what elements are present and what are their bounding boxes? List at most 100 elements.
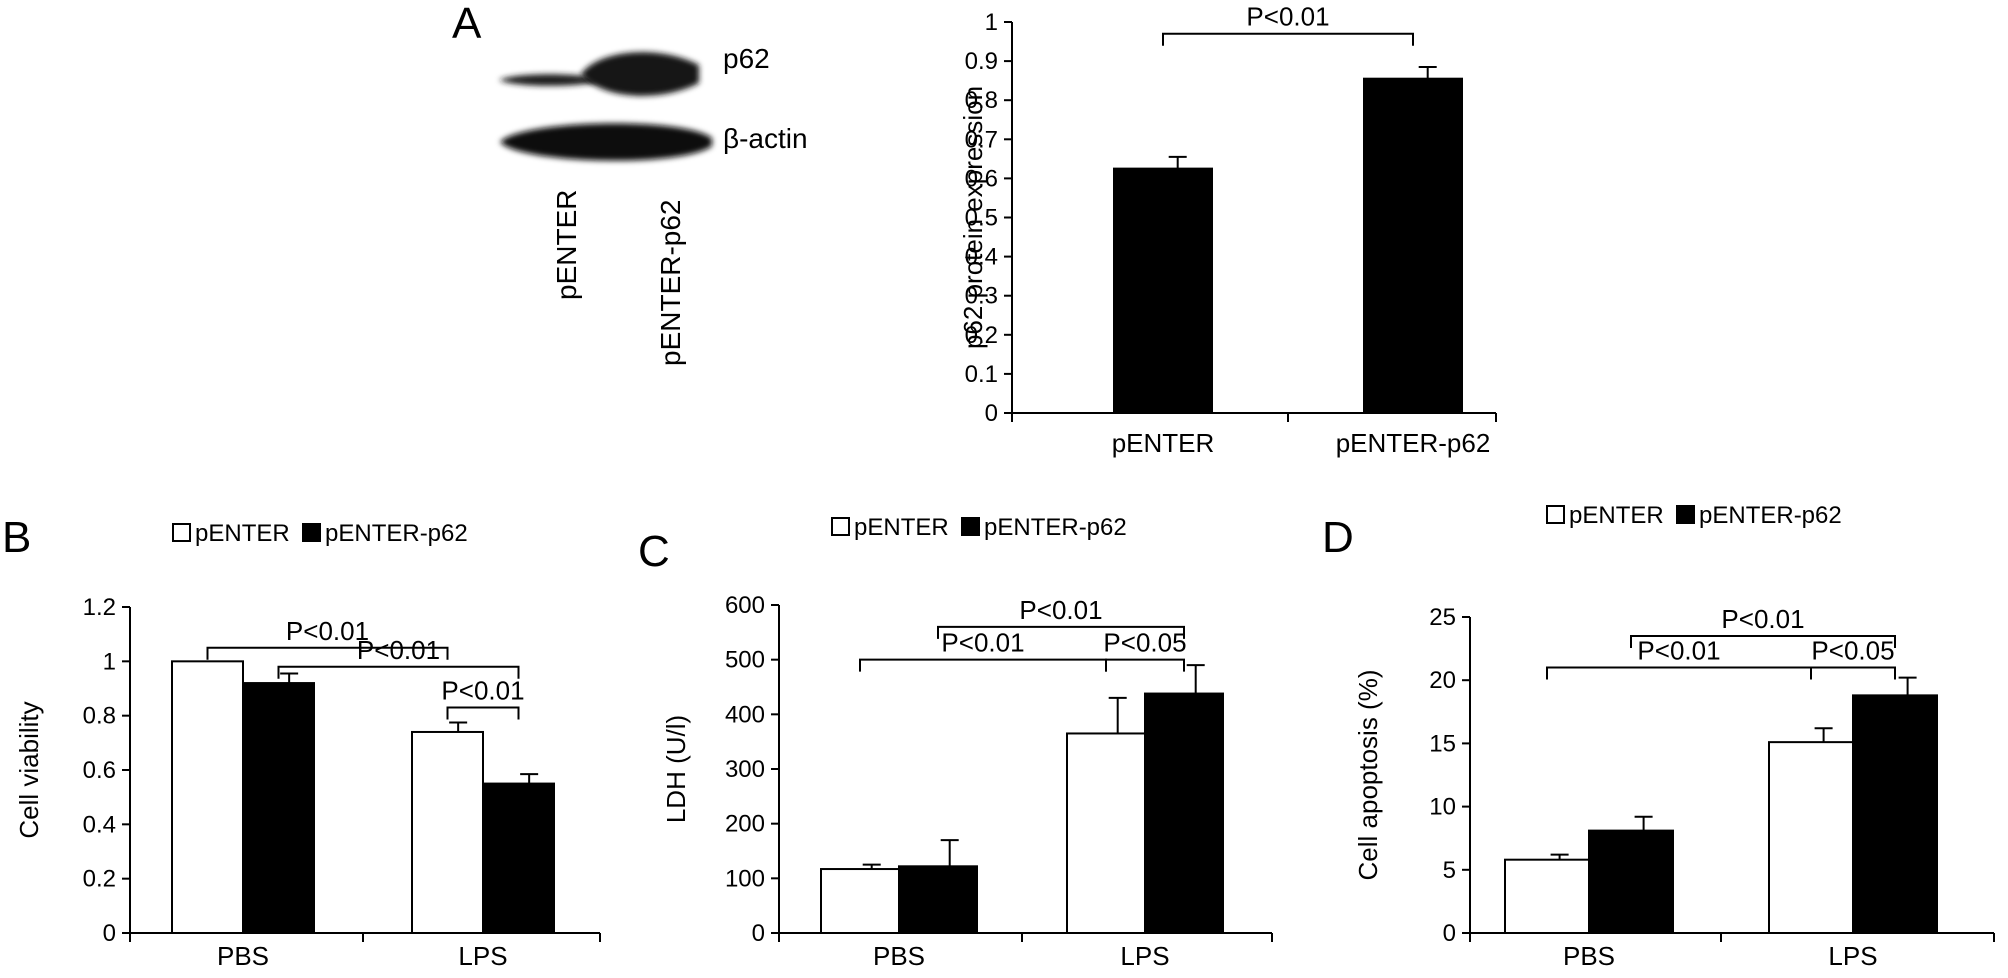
p-value-label: P<0.01: [1721, 604, 1804, 634]
legend-swatch: [302, 523, 321, 542]
p-value-label: P<0.01: [1019, 595, 1102, 625]
y-tick-label: 0.3: [965, 283, 998, 310]
bar-pbs-s0: [820, 868, 900, 934]
y-tick-label: 20: [1429, 667, 1456, 694]
y-tick-label: 0.9: [965, 48, 998, 75]
y-tick-label: 5: [1443, 857, 1456, 884]
y-tick-label: 0: [1443, 920, 1456, 947]
y-tick-label: 100: [725, 865, 765, 892]
bar-lps-s0: [1768, 741, 1854, 934]
y-tick-label: 0.8: [965, 87, 998, 114]
legend-swatch: [172, 523, 191, 542]
legend-label: pENTER: [854, 514, 949, 541]
category-label: LPS: [1120, 941, 1169, 971]
y-tick-label: 0.7: [965, 126, 998, 153]
y-tick-label: 0.6: [965, 165, 998, 192]
category-label: PBS: [217, 941, 269, 971]
panel-letter-c: C: [638, 527, 670, 576]
legend-swatch: [961, 517, 980, 536]
category-label: LPS: [458, 941, 507, 971]
significance-bracket: P<0.01: [1630, 604, 1896, 648]
p-value-label: P<0.01: [357, 635, 440, 665]
legend: pENTER pENTER-p62: [172, 520, 468, 547]
y-tick-label: 400: [725, 701, 765, 728]
chart-a: 0 0.1 0.2 0.3 0.4 0.5 0.6 0.7 0.8 0.9 1 p62 protein…: [958, 2, 1497, 458]
y-tick-label: 0.8: [83, 703, 116, 730]
category-label: pENTER-p62: [1336, 428, 1491, 458]
significance-bracket: P<0.01: [1162, 2, 1414, 46]
significance-bracket: P<0.05: [1810, 636, 1896, 680]
y-tick-label: 600: [725, 592, 765, 619]
p-value-label: P<0.01: [1637, 636, 1720, 666]
significance-bracket: P<0.01: [1546, 636, 1812, 680]
y-axis-label: p62 protein expression: [958, 86, 988, 349]
legend-swatch: [1546, 505, 1565, 524]
category-label: PBS: [873, 941, 925, 971]
p-value-label: P<0.01: [441, 676, 524, 706]
bar-lps-s1: [1852, 694, 1938, 934]
y-tick-label: 0.2: [83, 866, 116, 893]
y-tick-label: 1: [103, 648, 116, 675]
category-label: pENTER: [1112, 428, 1215, 458]
bar-lps-s0: [1066, 732, 1146, 935]
bracket-line: [446, 706, 520, 720]
bar-pbs-s1: [242, 682, 315, 934]
y-tick-label: 0.4: [965, 244, 998, 271]
y-tick-label: 0.5: [965, 205, 998, 232]
bar-pbs-s0: [1504, 858, 1590, 934]
chart-d: 0 5 10 15 20 25 Cell apoptosis (%) PBS LPS P<0.01…: [1353, 502, 1995, 971]
y-tick-label: 0.1: [965, 361, 998, 388]
lane-label-pentr: pENTER: [551, 190, 582, 300]
bar-pbs-s0: [171, 660, 244, 934]
y-tick-label: 1.2: [83, 594, 116, 621]
blot-band-row-actin: [500, 123, 712, 161]
bracket-line: [277, 665, 520, 679]
band-label-p62: p62: [723, 43, 770, 74]
lane-label-pentr-p62: pENTER-p62: [655, 199, 686, 366]
legend-label: pENTER-p62: [984, 514, 1127, 541]
bracket-line: [937, 625, 1185, 639]
p-value-label: P<0.01: [286, 616, 369, 646]
legend-swatch: [1676, 505, 1695, 524]
y-axis-label: Cell apoptosis (%): [1353, 670, 1383, 881]
bracket-line: [1630, 634, 1896, 648]
legend-swatch: [831, 517, 850, 536]
significance-bracket: P<0.05: [1103, 628, 1187, 672]
y-tick-label: 0: [752, 920, 765, 947]
y-tick-label: 10: [1429, 794, 1456, 821]
y-axis-label: Cell viability: [14, 701, 44, 838]
band-p62-pentr-p62: [581, 52, 699, 96]
bar-pbs-s1: [1588, 829, 1674, 935]
significance-bracket: P<0.01: [206, 616, 449, 660]
significance-bracket: P<0.01: [441, 676, 525, 720]
legend-label: pENTER: [195, 520, 290, 547]
y-tick-label: 15: [1429, 730, 1456, 757]
bar-pbs-s1: [898, 865, 978, 934]
category-label: PBS: [1563, 941, 1615, 971]
band-beta-actin: [500, 123, 712, 161]
p-value-label: P<0.01: [1246, 2, 1329, 32]
bar-lps-s1: [1144, 692, 1224, 934]
y-tick-label: 0.2: [965, 322, 998, 349]
band-p62-pentr: [499, 74, 597, 86]
legend: pENTER pENTER-p62: [1546, 502, 1842, 529]
chart-b: 0 0.2 0.4 0.6 0.8 1 1.2 Cell viability PBS LPS P<0…: [14, 520, 601, 971]
bracket-line: [1546, 666, 1812, 680]
y-tick-label: 25: [1429, 604, 1456, 631]
bracket-line: [859, 658, 1107, 672]
legend: pENTER pENTER-p62: [831, 514, 1127, 541]
legend-label: pENTER-p62: [1699, 502, 1842, 529]
bracket-line: [206, 646, 449, 660]
y-tick-label: 0.6: [83, 757, 116, 784]
y-tick-label: 300: [725, 756, 765, 783]
bracket-line: [1810, 666, 1896, 680]
y-tick-label: 200: [725, 811, 765, 838]
category-label: LPS: [1828, 941, 1877, 971]
panel-letter-a: A: [452, 0, 482, 48]
bracket-line: [1105, 658, 1185, 672]
band-label-beta-actin: β-actin: [723, 123, 808, 154]
y-tick-label: 0.4: [83, 811, 116, 838]
significance-bracket: P<0.01: [859, 628, 1107, 672]
chart-c: 0 100 200 300 400 500 600 LDH (U/l) PBS LPS P<0.01…: [661, 514, 1273, 971]
